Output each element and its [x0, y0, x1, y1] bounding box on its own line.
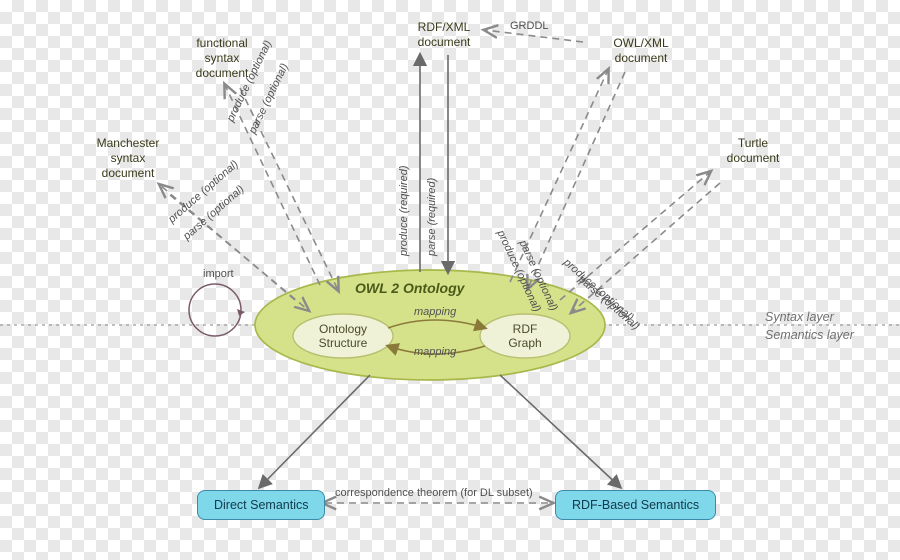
owlxml-parse-edge	[528, 72, 625, 288]
import-loop	[189, 284, 241, 336]
doc-fold-icon	[793, 129, 807, 143]
semantics-layer-label: Semantics layer	[765, 328, 854, 342]
grddl-label: GRDDL	[510, 20, 549, 32]
correspondence-label: correspondence theorem (for DL subset)	[335, 487, 533, 499]
turtle-doc: Turtledocument	[700, 130, 806, 172]
rdfxml-doc: RDF/XMLdocument	[390, 14, 498, 56]
mapping-label-top: mapping	[414, 306, 456, 318]
rdfxml-produce-label: produce (required)	[398, 166, 410, 257]
import-label: import	[203, 268, 234, 280]
doc-fold-icon	[173, 129, 187, 143]
rdf-semantics-box: RDF-Based Semantics	[555, 490, 716, 520]
to-direct-edge	[260, 375, 370, 487]
direct-semantics-box: Direct Semantics	[197, 490, 325, 520]
doc-fold-icon	[682, 29, 696, 43]
owlxml-doc: OWL/XMLdocument	[587, 30, 695, 72]
mapping-label-bottom: mapping	[414, 346, 456, 358]
rdfxml-parse-label: parse (required)	[426, 178, 438, 256]
ontology-structure-label: OntologyStructure	[303, 322, 383, 350]
rdf-graph-label: RDFGraph	[485, 322, 565, 350]
owl2-ontology-title: OWL 2 Ontology	[355, 280, 464, 296]
to-rdfsem-edge	[500, 375, 620, 487]
doc-fold-icon	[485, 13, 499, 27]
manchester-doc: Manchestersyntaxdocument	[70, 130, 186, 187]
syntax-layer-label: Syntax layer	[765, 310, 834, 324]
